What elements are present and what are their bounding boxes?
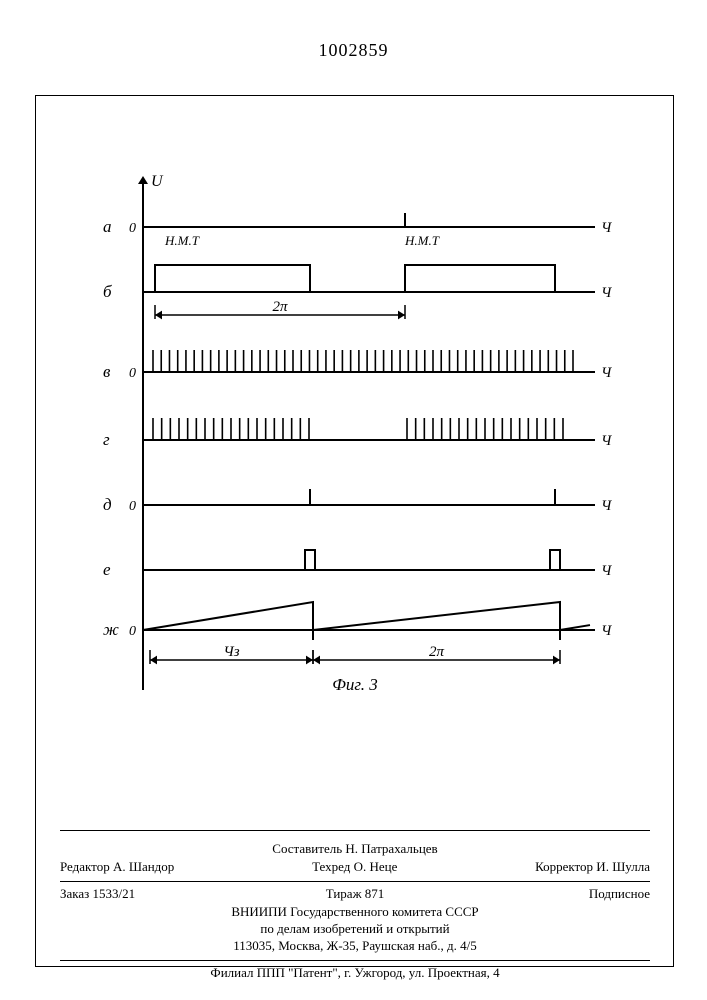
svg-text:Ч: Ч: [601, 623, 613, 639]
footer-subscription: Подписное: [453, 886, 650, 902]
footer-compiler: Составитель Н. Патрахальцев: [60, 841, 650, 857]
footer-branch: Филиал ППП "Патент", г. Ужгород, ул. Про…: [60, 965, 650, 981]
document-number: 1002859: [0, 40, 707, 61]
svg-text:Ч: Ч: [601, 563, 613, 579]
svg-text:б: б: [103, 282, 112, 301]
svg-text:е: е: [103, 560, 111, 579]
footer-editor: Редактор А. Шандор: [60, 859, 174, 875]
svg-text:Н.М.Т: Н.М.Т: [164, 233, 200, 248]
svg-text:г: г: [103, 430, 110, 449]
svg-text:Ч: Ч: [601, 285, 613, 301]
footer-order: Заказ 1533/21: [60, 886, 257, 902]
footer-techred: Техред О. Неце: [312, 859, 397, 875]
svg-text:0: 0: [129, 624, 136, 639]
svg-text:д: д: [103, 495, 112, 514]
svg-text:ж: ж: [103, 620, 119, 639]
svg-text:Ч: Ч: [601, 498, 613, 514]
footer-line2: по делам изобретений и открытий: [60, 921, 650, 937]
footer-rule-bot: [60, 960, 650, 961]
footer-line3: 113035, Москва, Ж-35, Раушская наб., д. …: [60, 938, 650, 954]
svg-text:Ч: Ч: [601, 365, 613, 381]
svg-text:Ч: Ч: [601, 433, 613, 449]
svg-text:0: 0: [129, 366, 136, 381]
svg-text:Фиг. 3: Фиг. 3: [332, 675, 378, 694]
svg-text:0: 0: [129, 499, 136, 514]
svg-text:0: 0: [129, 221, 136, 236]
footer-line1: ВНИИПИ Государственного комитета СССР: [60, 904, 650, 920]
footer-corrector: Корректор И. Шулла: [535, 859, 650, 875]
footer-rule-top: [60, 830, 650, 831]
svg-text:2π: 2π: [429, 644, 445, 660]
svg-text:U: U: [151, 173, 164, 190]
svg-text:а: а: [103, 217, 112, 236]
footer-tirag: Тираж 871: [257, 886, 454, 902]
footer-block: Составитель Н. Патрахальцев Редактор А. …: [60, 830, 650, 983]
svg-text:2π: 2π: [272, 299, 288, 315]
svg-text:Ч: Ч: [601, 220, 613, 236]
footer-rule-mid: [60, 881, 650, 882]
svg-text:Н.М.Т: Н.М.Т: [404, 233, 440, 248]
svg-text:Чз: Чз: [223, 644, 239, 660]
svg-text:в: в: [103, 362, 111, 381]
timing-diagram: Uа Ч 0 Н.М.Т Н.М.Т б Ч 2π в Ч 0 г Чд Ч 0 е Чж Ч 0 Чз 2π Фиг. …: [95, 170, 615, 700]
